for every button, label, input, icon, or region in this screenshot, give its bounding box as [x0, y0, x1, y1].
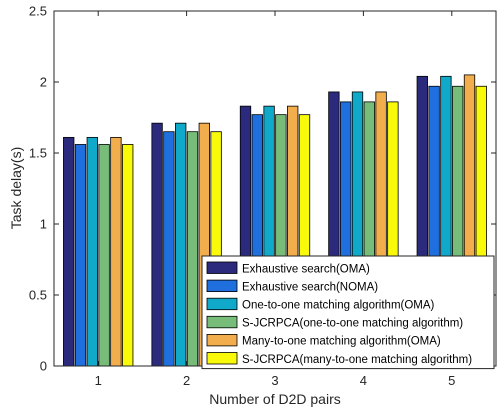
- y-tick-label: 1: [40, 217, 47, 232]
- y-tick-label: 0.5: [29, 288, 47, 303]
- bar-series-3-cat-2: [175, 122, 187, 367]
- bar-series-6-cat-1: [122, 144, 134, 367]
- x-tick-label: 2: [183, 373, 190, 388]
- y-tick-label: 1.5: [29, 146, 47, 161]
- legend-label-6: S-JCRPCA(many-to-one matching algorithm): [242, 354, 472, 366]
- legend-label-3: One-to-one matching algorithm(OMA): [242, 300, 435, 312]
- legend-box: [201, 255, 495, 370]
- legend-swatch-6: [206, 352, 238, 365]
- legend-swatch-3: [206, 297, 238, 311]
- legend: Exhaustive search(OMA) Exhaustive search(…: [201, 255, 495, 370]
- x-tick-label: 5: [448, 373, 455, 388]
- y-tick-label: 2.5: [29, 4, 47, 19]
- y-axis-label: Task delay(s): [8, 147, 24, 229]
- legend-swatch-2: [206, 279, 238, 293]
- y-tick-label: 0: [40, 359, 47, 374]
- bar-series-1-cat-1: [63, 136, 75, 367]
- bar-series-3-cat-1: [86, 136, 98, 367]
- legend-label-2: Exhaustive search(NOMA): [242, 281, 378, 293]
- x-axis-label: Number of D2D pairs: [209, 391, 341, 407]
- legend-label-1: Exhaustive search(OMA): [242, 263, 370, 275]
- y-tick-label: 2: [40, 75, 47, 90]
- legend-label-4: S-JCRPCA(one-to-one matching algorithm): [242, 318, 463, 330]
- y-ticks: 0 0.5 1 1.5 2 2.5: [29, 4, 496, 374]
- legend-swatch-1: [206, 261, 238, 274]
- x-ticks: 1 2 3 4 5: [95, 11, 455, 388]
- x-tick-label: 1: [95, 373, 102, 388]
- bar-series-2-cat-2: [163, 131, 175, 367]
- bar-series-4-cat-2: [186, 131, 199, 367]
- bar-series-1-cat-2: [151, 122, 163, 367]
- legend-swatch-4: [206, 315, 238, 329]
- x-tick-label: 3: [271, 373, 278, 388]
- bar-series-2-cat-1: [74, 144, 87, 367]
- legend-label-5: Many-to-one matching algorithm(OMA): [242, 336, 441, 348]
- bar-series-4-cat-1: [98, 144, 110, 367]
- x-tick-label: 4: [360, 373, 367, 388]
- bar-series-5-cat-1: [110, 136, 122, 367]
- legend-swatch-5: [206, 333, 238, 347]
